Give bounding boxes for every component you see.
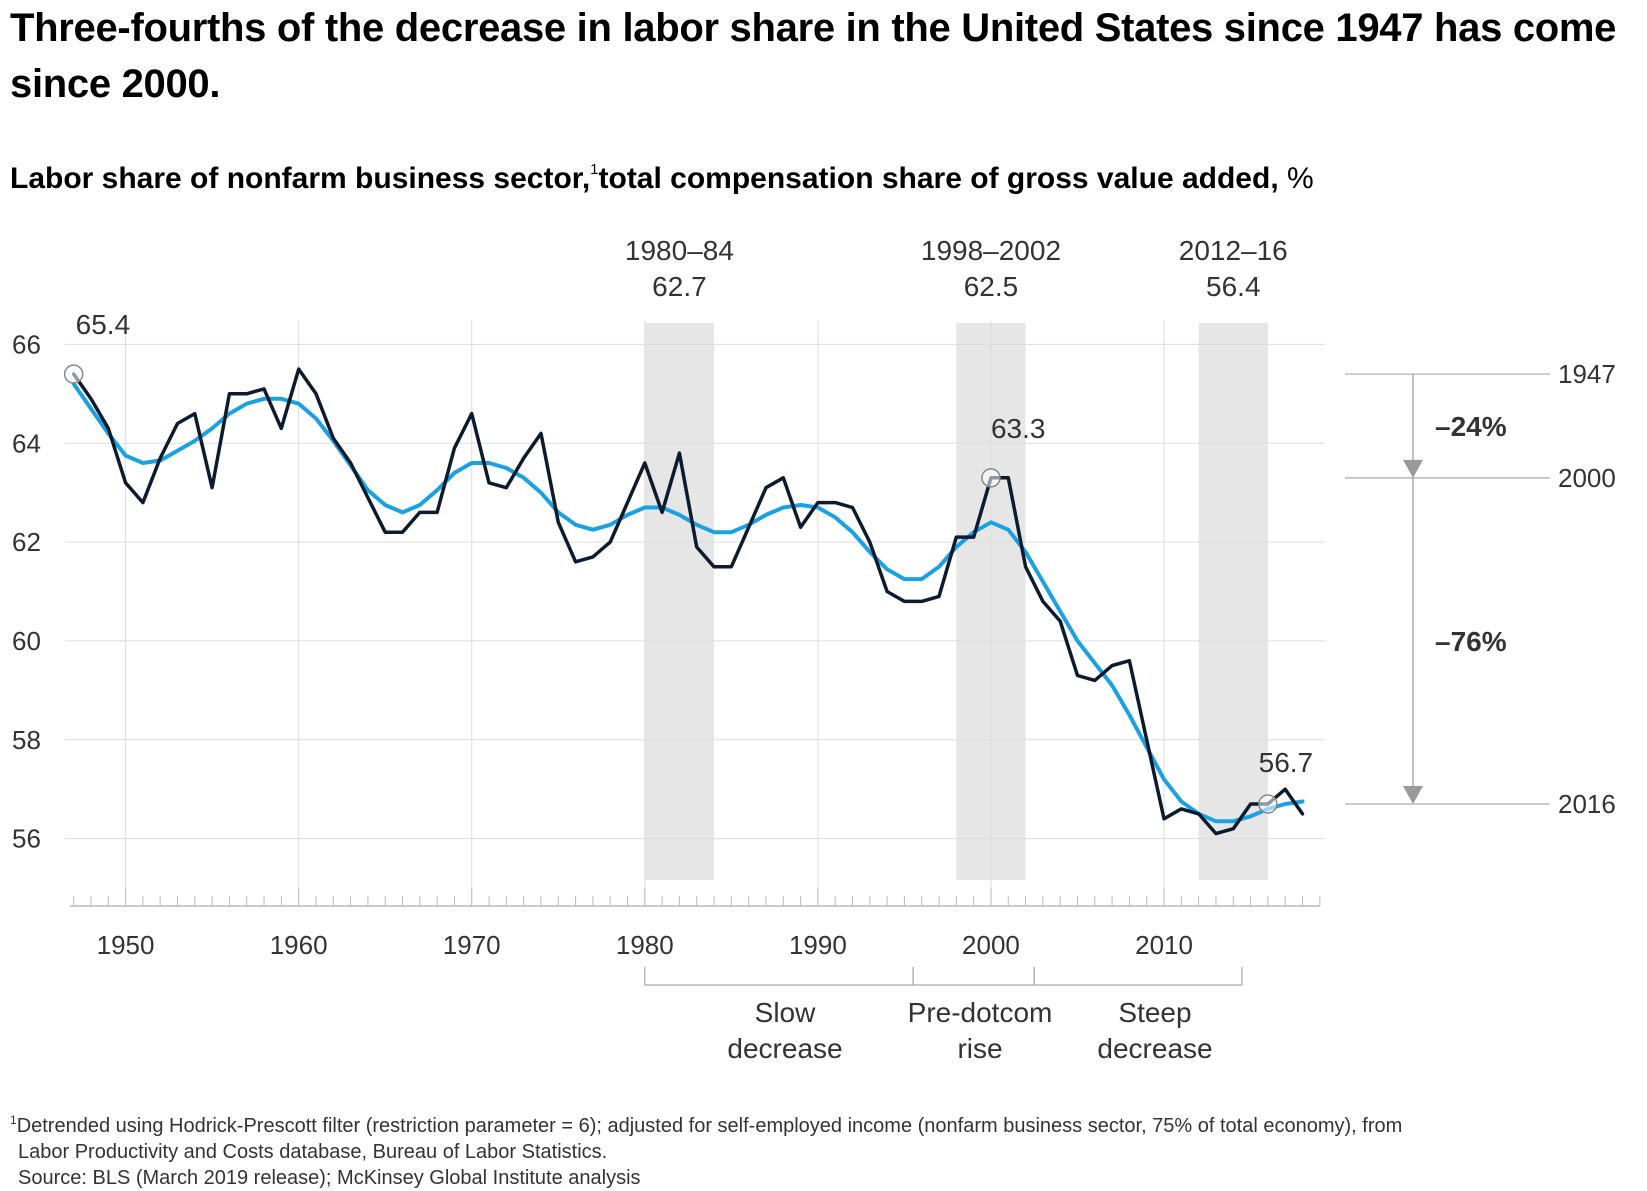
highlight-band-1	[644, 323, 715, 880]
footnote-mark: 1	[10, 1113, 17, 1127]
reference-year-label-2016: 2016	[1558, 789, 1616, 819]
chart-axes: 56 58 60 62 64 66 1950 1960 1970 1980 1990 2000 2010	[12, 329, 1321, 960]
reference-panel: 1947 2000 2016 –24% –76%	[1345, 359, 1616, 819]
band-period-label-2: 1998–2002	[921, 235, 1061, 266]
period-brackets: Slow decrease Pre-dotcom rise Steep decrease	[644, 967, 1243, 1064]
band-period-label-1: 1980–84	[625, 235, 734, 266]
point-label-63.3: 63.3	[991, 413, 1046, 444]
footnotes: 1Detrended using Hodrick-Prescott filter…	[10, 1107, 1640, 1191]
x-tick-label-1970: 1970	[443, 930, 501, 960]
period-label-line1-1: Slow	[755, 997, 816, 1028]
y-tick-label-60: 60	[12, 626, 41, 656]
subtitle-footnote-mark: 1	[590, 161, 599, 178]
y-tick-label-66: 66	[12, 329, 41, 359]
highlight-bands	[644, 323, 1268, 880]
x-tick-label-1950: 1950	[97, 930, 155, 960]
footnote-1: 1Detrended using Hodrick-Prescott filter…	[10, 1107, 1640, 1139]
change-arrow-head-1	[1403, 459, 1423, 478]
change-percent-label-2: –76%	[1435, 626, 1507, 657]
reference-year-label-2000: 2000	[1558, 463, 1616, 493]
change-percent-label-1: –24%	[1435, 411, 1507, 442]
band-period-label-3: 2012–16	[1179, 235, 1288, 266]
period-bracket-2	[912, 967, 1035, 986]
trend-series-line	[71, 381, 1305, 824]
y-tick-label-64: 64	[12, 428, 41, 458]
point-label-56.7: 56.7	[1259, 747, 1314, 778]
band-value-label-2: 62.5	[964, 271, 1019, 302]
chart-subtitle: Labor share of nonfarm business sector,1…	[10, 150, 1630, 199]
x-tick-label-2000: 2000	[962, 930, 1020, 960]
point-marker-63.3	[981, 468, 1001, 488]
x-tick-label-1990: 1990	[789, 930, 847, 960]
period-bracket-3	[1033, 967, 1243, 986]
point-marker-65.4	[63, 364, 84, 384]
y-tick-label-56: 56	[12, 824, 41, 854]
period-label-line1-2: Pre-dotcom	[908, 997, 1053, 1028]
reference-year-label-1947: 1947	[1558, 359, 1616, 389]
period-label-line2-3: decrease	[1097, 1033, 1212, 1064]
footnote-1-continued: Labor Productivity and Costs database, B…	[18, 1141, 608, 1163]
chart-annotations: 1980–84 62.7 1998–2002 62.5 2012–16 56.4 65.4 6…	[63, 235, 1314, 814]
x-tick-label-2010: 2010	[1135, 930, 1193, 960]
point-label-65.4: 65.4	[76, 309, 130, 340]
point-marker-56.7	[1258, 794, 1278, 814]
period-label-line1-3: Steep	[1118, 997, 1191, 1028]
subtitle-text: Labor share of nonfarm business sector,	[10, 162, 591, 195]
band-value-label-3: 56.4	[1206, 271, 1261, 302]
change-arrow-head-2	[1403, 785, 1423, 804]
x-tick-label-1980: 1980	[616, 930, 674, 960]
period-bracket-1	[644, 967, 914, 986]
footnote-1-text: Detrended using Hodrick-Prescott filter …	[16, 1115, 1403, 1137]
period-label-line2-1: decrease	[727, 1033, 842, 1064]
source-note: Source: BLS (March 2019 release); McKins…	[18, 1167, 641, 1189]
y-tick-label-62: 62	[12, 527, 41, 557]
actual-series-line	[71, 367, 1305, 836]
x-tick-label-1960: 1960	[270, 930, 328, 960]
labor-share-chart: 56 58 60 62 64 66 1950 1960 1970 1980 1990 2000 2010…	[12, 235, 1616, 1064]
chart-series	[71, 367, 1305, 836]
highlight-band-3	[1198, 323, 1268, 880]
y-tick-label-58: 58	[12, 725, 41, 755]
subtitle-unit: %	[1287, 162, 1314, 195]
chart-title: Three-fourths of the decrease in labor s…	[10, 6, 1617, 106]
period-label-line2-2: rise	[957, 1033, 1002, 1064]
band-value-label-1: 62.7	[652, 271, 707, 302]
subtitle-text-2: total compensation share of gross value …	[598, 162, 1279, 195]
